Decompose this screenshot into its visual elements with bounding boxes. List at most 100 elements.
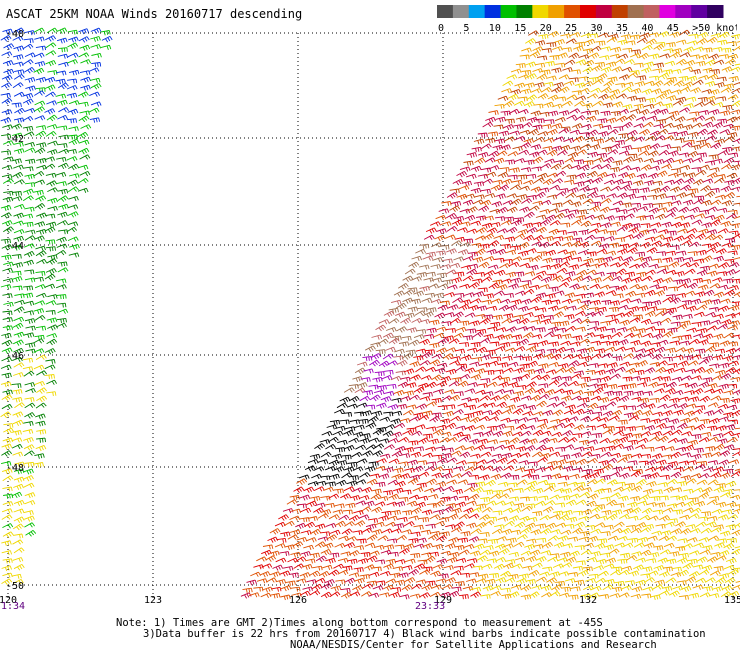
wind-barb bbox=[705, 60, 715, 66]
wind-barb bbox=[389, 592, 399, 598]
wind-barb bbox=[684, 348, 694, 353]
wind-barb bbox=[589, 308, 599, 312]
wind-barb bbox=[369, 385, 379, 389]
wind-barb bbox=[521, 396, 531, 401]
wind-barb bbox=[58, 144, 68, 148]
wind-barb bbox=[574, 136, 584, 142]
wind-barb bbox=[562, 563, 572, 568]
wind-barb bbox=[480, 396, 490, 401]
wind-barb bbox=[685, 269, 695, 274]
wind-barb bbox=[439, 209, 449, 214]
wind-barb bbox=[642, 567, 652, 572]
wind-barb bbox=[446, 504, 456, 509]
wind-barb bbox=[562, 377, 572, 382]
wind-barb bbox=[651, 223, 661, 228]
wind-barb bbox=[398, 462, 408, 466]
wind-barb bbox=[548, 306, 558, 311]
wind-barb bbox=[592, 433, 602, 438]
wind-barb bbox=[504, 101, 514, 107]
wind-barb bbox=[709, 110, 719, 115]
wind-barb bbox=[79, 37, 89, 43]
wind-barb bbox=[598, 94, 608, 100]
wind-barb bbox=[703, 468, 713, 473]
wind-barb bbox=[385, 425, 395, 430]
wind-barb bbox=[554, 389, 564, 394]
wind-barb bbox=[516, 385, 526, 389]
wind-barb bbox=[465, 426, 475, 432]
wind-barb bbox=[659, 32, 669, 38]
wind-barb bbox=[551, 87, 561, 93]
wind-barb bbox=[451, 357, 461, 361]
wind-barb bbox=[550, 591, 560, 596]
wind-barb bbox=[495, 270, 505, 276]
wind-barb bbox=[487, 426, 497, 431]
wind-barb bbox=[584, 447, 594, 451]
wind-barb bbox=[510, 319, 520, 324]
wind-barb bbox=[23, 60, 33, 65]
wind-barb bbox=[597, 172, 607, 178]
wind-barb bbox=[440, 265, 450, 270]
wind-barb bbox=[630, 35, 640, 40]
wind-barb bbox=[695, 61, 705, 66]
wind-barb bbox=[726, 348, 736, 354]
wind-barb bbox=[509, 552, 519, 557]
wind-barb bbox=[615, 347, 625, 352]
wind-barb bbox=[562, 242, 572, 247]
wind-barb bbox=[34, 180, 44, 185]
wind-barb bbox=[538, 132, 548, 137]
wind-barb bbox=[325, 444, 335, 449]
wind-barb bbox=[694, 196, 703, 201]
wind-barb bbox=[384, 392, 394, 397]
wind-barb bbox=[624, 60, 634, 65]
wind-barb bbox=[630, 340, 640, 345]
wind-barb bbox=[326, 482, 336, 487]
wind-barb bbox=[89, 108, 99, 113]
wind-barb bbox=[547, 195, 557, 200]
wind-barb bbox=[36, 165, 46, 170]
wind-barb bbox=[618, 420, 628, 425]
wind-barb bbox=[464, 161, 474, 166]
wind-barb bbox=[295, 523, 305, 529]
wind-barb bbox=[473, 487, 483, 493]
wind-barb bbox=[640, 515, 650, 520]
wind-barb bbox=[461, 355, 471, 361]
wind-barb bbox=[361, 553, 371, 558]
wind-barb bbox=[394, 468, 404, 473]
wind-barb bbox=[344, 487, 354, 492]
wind-barb bbox=[716, 249, 726, 255]
wind-barb bbox=[496, 578, 506, 584]
wind-barb bbox=[459, 550, 469, 555]
wind-barb bbox=[80, 77, 90, 82]
wind-barb bbox=[23, 126, 33, 131]
wind-barb bbox=[459, 304, 469, 310]
wind-barb bbox=[533, 354, 543, 360]
wind-barb bbox=[642, 302, 652, 307]
wind-barb bbox=[689, 572, 699, 578]
wind-barb bbox=[523, 258, 533, 262]
wind-barb bbox=[602, 510, 612, 515]
wind-barb bbox=[454, 546, 464, 551]
wind-barb bbox=[14, 213, 24, 218]
wind-barb bbox=[78, 188, 88, 193]
wind-barb bbox=[718, 417, 728, 422]
wind-barb bbox=[610, 594, 620, 599]
wind-barb bbox=[541, 431, 551, 436]
wind-barb bbox=[3, 494, 13, 499]
wind-barb bbox=[543, 447, 553, 451]
wind-barb bbox=[570, 109, 580, 114]
wind-barb bbox=[512, 180, 522, 184]
wind-barb bbox=[483, 431, 493, 437]
wind-barb bbox=[677, 558, 687, 564]
wind-barb bbox=[714, 178, 724, 183]
wind-barb bbox=[394, 356, 404, 360]
wind-barb bbox=[605, 137, 615, 142]
wind-barb bbox=[402, 430, 412, 435]
wind-barb bbox=[615, 141, 625, 146]
wind-barb bbox=[653, 585, 663, 590]
wind-barb bbox=[463, 508, 473, 514]
wind-barb bbox=[481, 452, 491, 457]
wind-barb bbox=[629, 363, 639, 368]
wind-barb bbox=[3, 428, 13, 434]
wind-barb bbox=[553, 564, 563, 569]
